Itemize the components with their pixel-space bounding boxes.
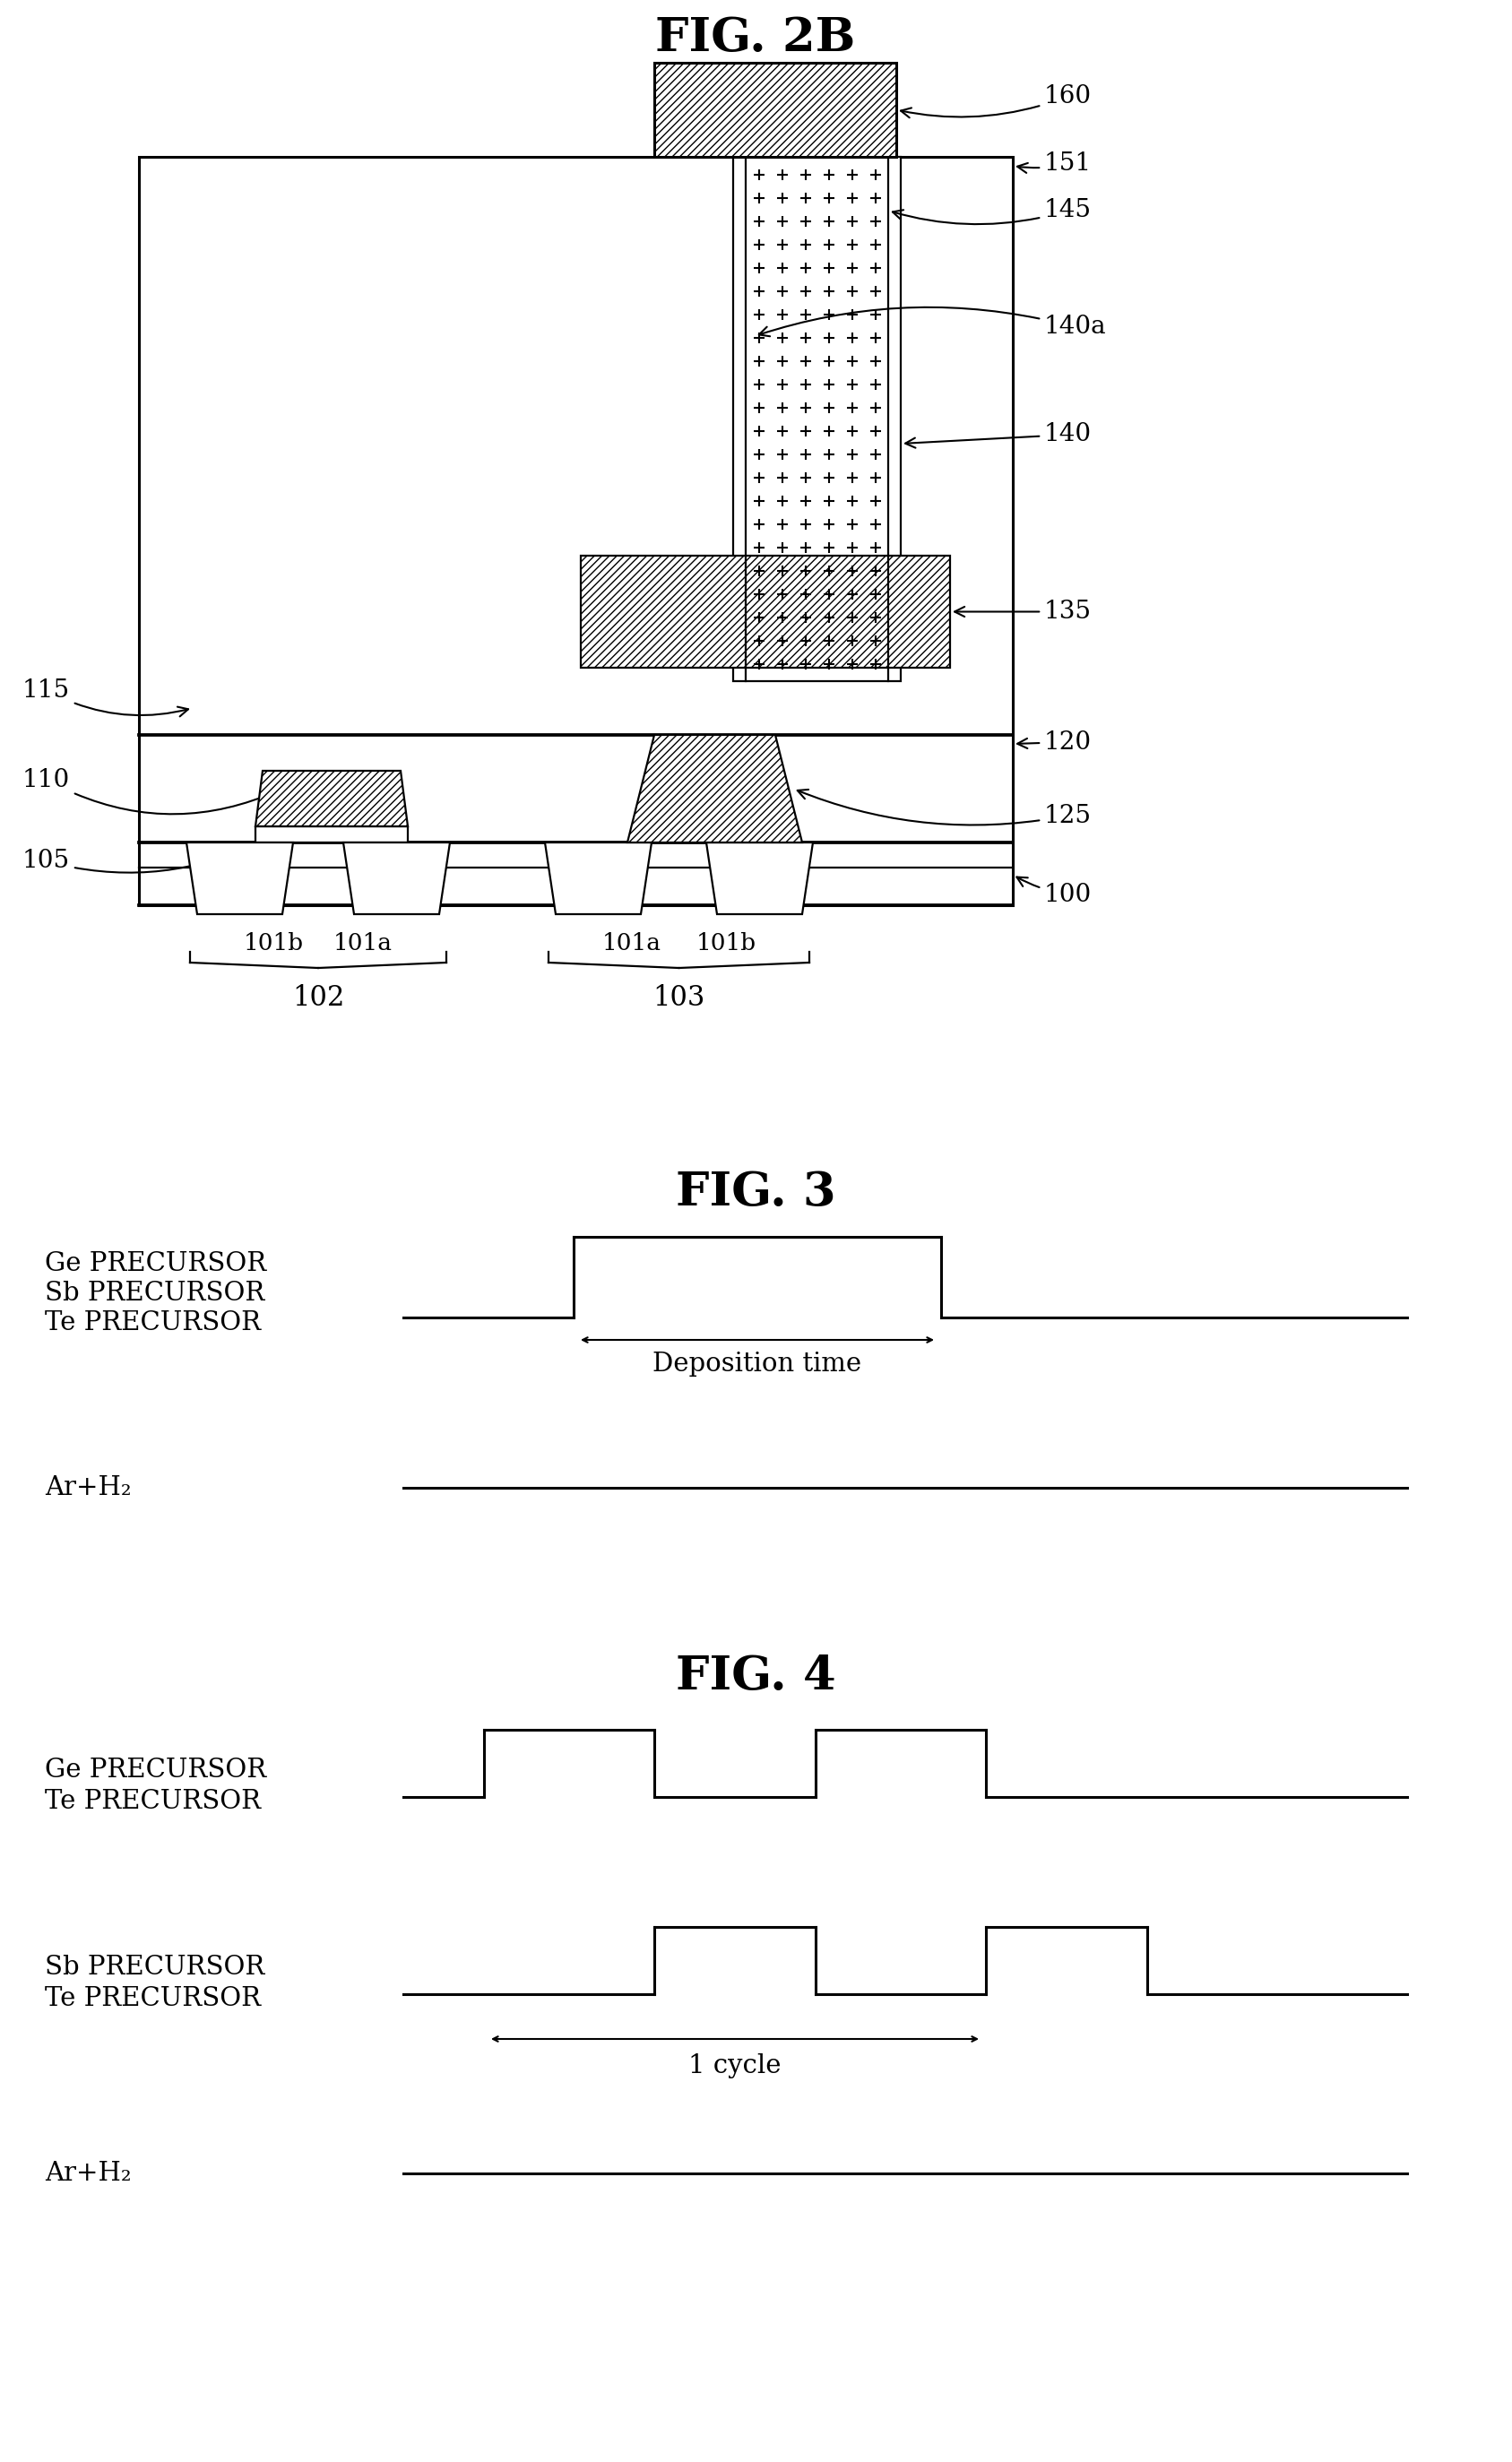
Text: 120: 120 xyxy=(1018,731,1092,753)
Text: Ar+H₂: Ar+H₂ xyxy=(45,2162,132,2186)
Polygon shape xyxy=(343,842,451,913)
Bar xyxy=(733,158,901,682)
Bar xyxy=(256,827,408,842)
Text: Deposition time: Deposition time xyxy=(653,1352,862,1376)
Text: 151: 151 xyxy=(1018,153,1092,177)
Text: 101b: 101b xyxy=(696,933,756,955)
Text: 1 cycle: 1 cycle xyxy=(688,2053,782,2078)
Polygon shape xyxy=(627,736,803,842)
Bar xyxy=(139,158,1013,906)
Text: Ge PRECURSOR: Ge PRECURSOR xyxy=(45,1251,266,1275)
Polygon shape xyxy=(186,842,293,913)
Text: Sb PRECURSOR: Sb PRECURSOR xyxy=(45,1280,265,1305)
Bar xyxy=(581,556,950,667)
Text: 101a: 101a xyxy=(602,933,661,955)
Polygon shape xyxy=(256,771,408,827)
Polygon shape xyxy=(706,842,813,913)
Text: 101a: 101a xyxy=(334,933,393,955)
Bar xyxy=(655,62,897,158)
Text: 110: 110 xyxy=(23,768,278,815)
Text: 135: 135 xyxy=(954,601,1092,623)
Text: 140a: 140a xyxy=(759,308,1107,340)
Text: FIG. 4: FIG. 4 xyxy=(676,1652,836,1699)
Text: 102: 102 xyxy=(292,985,345,1012)
Text: Te PRECURSOR: Te PRECURSOR xyxy=(45,1987,262,2011)
Text: 160: 160 xyxy=(901,84,1092,118)
Text: 105: 105 xyxy=(23,837,269,874)
Text: 125: 125 xyxy=(797,790,1092,827)
Text: 103: 103 xyxy=(653,985,705,1012)
Text: Te PRECURSOR: Te PRECURSOR xyxy=(45,1790,262,1814)
Text: Sb PRECURSOR: Sb PRECURSOR xyxy=(45,1955,265,1979)
Text: Te PRECURSOR: Te PRECURSOR xyxy=(45,1310,262,1334)
Text: 101b: 101b xyxy=(243,933,304,955)
Polygon shape xyxy=(544,842,652,913)
Text: FIG. 2B: FIG. 2B xyxy=(656,15,856,62)
Text: 100: 100 xyxy=(1016,876,1092,906)
Text: FIG. 3: FIG. 3 xyxy=(676,1169,836,1214)
Text: 140: 140 xyxy=(906,423,1092,448)
Text: Ar+H₂: Ar+H₂ xyxy=(45,1475,132,1499)
Text: 145: 145 xyxy=(892,199,1092,224)
Text: Ge PRECURSOR: Ge PRECURSOR xyxy=(45,1758,266,1782)
Text: 115: 115 xyxy=(23,677,189,716)
